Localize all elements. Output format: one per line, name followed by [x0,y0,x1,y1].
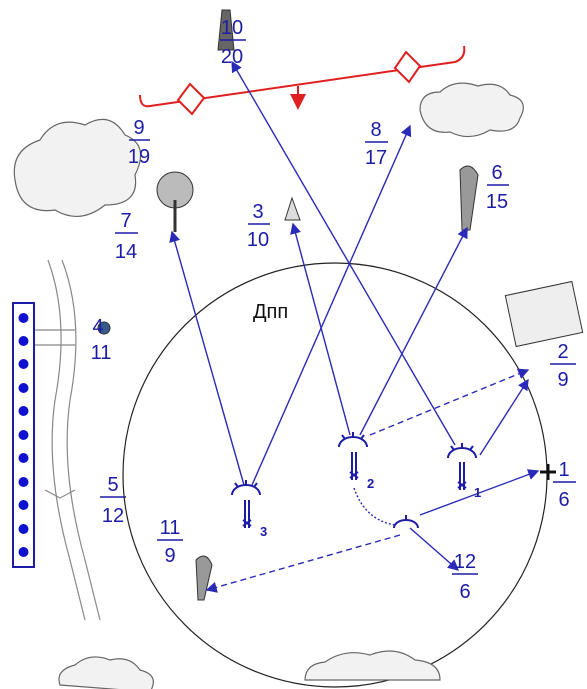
landmark-number: 10 [221,17,243,39]
landmark-number: 3 [252,201,263,223]
landmark-distance: 15 [486,191,508,213]
landmark-number: 2 [557,341,568,363]
landmark-number: 5 [107,474,118,496]
landmark-distance: 19 [128,146,150,168]
landmark-number: 8 [370,119,381,141]
position-label: 3 [260,524,267,539]
landmark-distance: 10 [247,229,269,251]
landmark-number: 12 [454,551,476,573]
landmark-number: 11 [160,517,181,539]
landmark-distance: 14 [115,241,137,263]
landmark-distance: 12 [102,505,124,527]
landmark-number: 4 [92,316,103,338]
landmark-distance: 9 [557,369,568,391]
terrain [35,260,100,620]
landmark-number: 6 [491,162,502,184]
bearings [172,62,538,590]
diagram: Дпп [0,0,587,689]
area-circle [123,263,547,687]
column [13,303,34,567]
landmark-distance: 6 [459,581,470,603]
landmark-distance: 6 [558,489,569,511]
position-label: 2 [367,476,374,491]
clouds [14,83,523,689]
front-line [140,46,464,114]
landmark-number: 1 [558,459,569,481]
landmark-distance: 17 [365,147,387,169]
landmark-number: 9 [133,117,144,139]
position-label: 1 [474,485,481,500]
landmark-distance: 9 [164,545,175,567]
landmark-distance: 20 [221,46,243,68]
landmark-number: 7 [120,210,131,232]
area-label: Дпп [253,301,288,323]
landmark-distance: 11 [91,342,112,364]
